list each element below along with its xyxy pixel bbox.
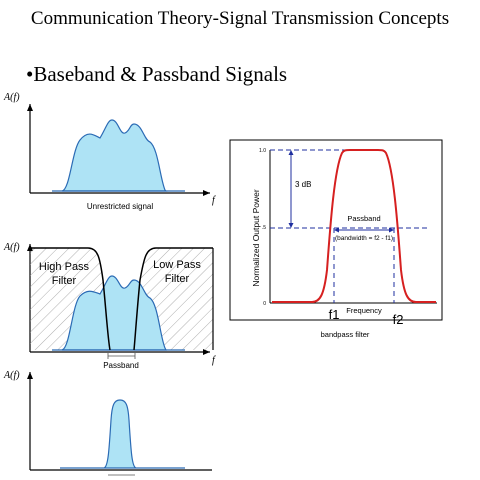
- chart-caption: bandpass filter: [321, 330, 370, 339]
- y-axis-label: A(f): [3, 242, 20, 253]
- panel-passband-signal: A(f): [3, 370, 212, 476]
- chart-x-label: Frequency: [346, 306, 382, 315]
- f1-label: f1: [329, 307, 340, 322]
- bandwidth-arrow-left-icon: [334, 227, 339, 233]
- panel-unrestricted: A(f) f Unrestricted signal: [3, 92, 216, 211]
- high-pass-label-line2: Filter: [52, 275, 77, 287]
- bandpass-response-curve: [272, 149, 436, 303]
- db-arrow-up-icon: [288, 150, 294, 155]
- tick-top: 1.0: [259, 148, 266, 154]
- panel-filters: A(f) f High Pass Filter Low Pass Filter …: [3, 242, 216, 370]
- panel2-caption: Passband: [103, 361, 139, 370]
- bandwidth-arrow-right-icon: [389, 227, 394, 233]
- x-axis-arrow-icon: [203, 349, 210, 355]
- high-pass-label-line1: High Pass: [39, 261, 90, 273]
- low-pass-filter-curve: [133, 247, 213, 351]
- passband-signal-spectrum: [60, 399, 185, 469]
- y-axis-arrow-icon: [27, 372, 33, 379]
- y-axis-arrow-icon: [27, 104, 33, 111]
- y-axis-label: A(f): [3, 370, 20, 381]
- bandpass-chart: Normalized Output Power 1.0 .5 0 3 dB Pa…: [229, 139, 443, 339]
- chart-y-label: Normalized Output Power: [251, 189, 261, 286]
- f2-label: f2: [393, 312, 404, 327]
- low-pass-label-line2: Filter: [165, 273, 190, 285]
- x-axis-arrow-icon: [203, 190, 210, 196]
- bandwidth-label: (bandwidth = f2 - f1): [335, 235, 393, 242]
- tick-mid: .5: [262, 225, 266, 231]
- x-axis-label: f: [212, 195, 216, 206]
- bullet-heading: •Baseband & Passband Signals: [26, 62, 288, 86]
- slide-title: Communication Theory-Signal Transmission…: [30, 8, 450, 29]
- passband-label: Passband: [347, 214, 380, 223]
- unrestricted-signal-spectrum: [61, 119, 168, 192]
- signal-spectrum: [61, 275, 167, 351]
- db-arrow-down-icon: [288, 223, 294, 228]
- low-pass-label-line1: Low Pass: [153, 259, 201, 271]
- tick-zero: 0: [263, 301, 266, 307]
- panel1-caption: Unrestricted signal: [87, 202, 153, 211]
- db-label: 3 dB: [295, 180, 311, 189]
- high-pass-filter-curve: [30, 247, 111, 351]
- y-axis-label: A(f): [3, 92, 20, 103]
- x-axis-label: f: [212, 355, 216, 366]
